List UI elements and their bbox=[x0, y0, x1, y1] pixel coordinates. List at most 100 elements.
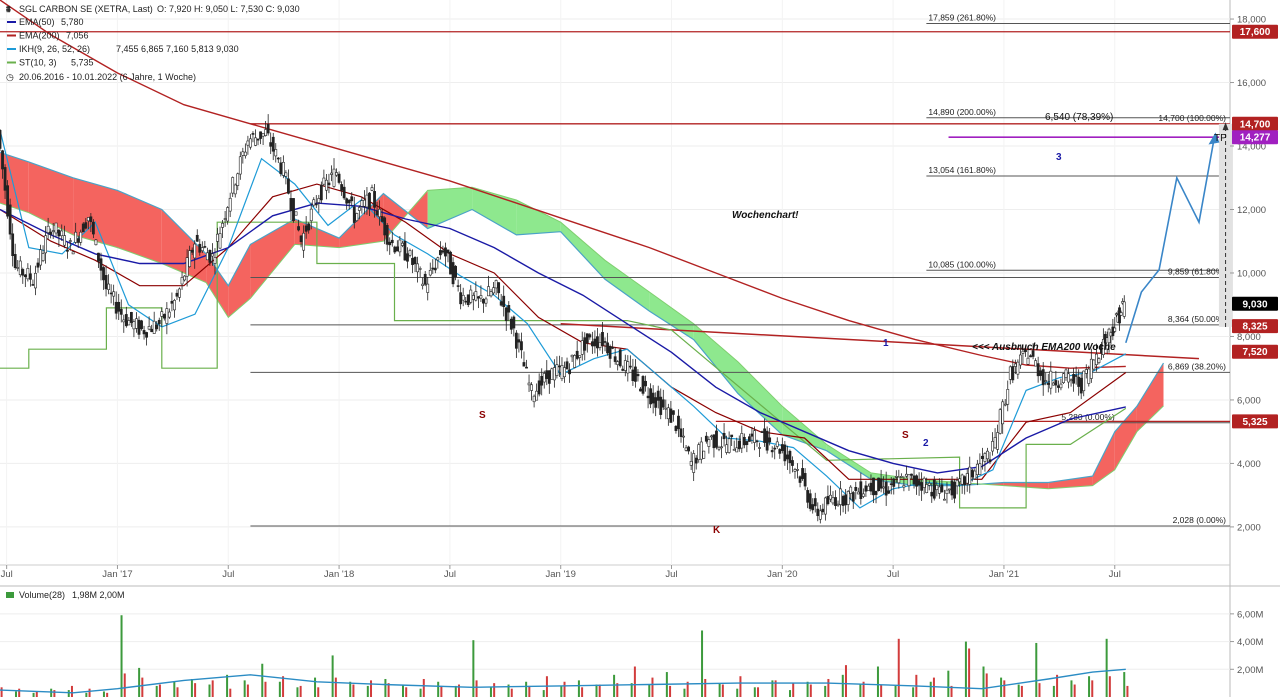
legend: ⩩ SGL CARBON SE (XETRA, Last) O: 7,920 H… bbox=[6, 4, 300, 82]
candle-body bbox=[1013, 363, 1017, 367]
ema50-line bbox=[0, 202, 1126, 474]
candle-body bbox=[626, 361, 630, 374]
candle-body bbox=[887, 490, 891, 494]
volume-bar bbox=[525, 681, 528, 697]
volume-bar bbox=[489, 687, 492, 697]
candle-body bbox=[932, 479, 936, 499]
volume-bar bbox=[264, 681, 267, 697]
candle-body bbox=[517, 339, 521, 343]
candle-body bbox=[603, 341, 607, 343]
volume-bar bbox=[789, 690, 792, 697]
candle-body bbox=[147, 326, 151, 330]
candle-body bbox=[86, 217, 90, 222]
y-tick-label: 2,000 bbox=[1237, 522, 1261, 533]
candle-body bbox=[907, 474, 911, 487]
candle-body bbox=[948, 488, 951, 491]
volume-bar bbox=[897, 638, 900, 697]
candle-body bbox=[978, 463, 982, 475]
candle-body bbox=[63, 235, 66, 246]
candle-body bbox=[474, 291, 478, 301]
candle-body bbox=[97, 252, 100, 262]
candle-body bbox=[385, 225, 389, 245]
candle-body bbox=[1034, 360, 1038, 367]
volume-bar bbox=[208, 684, 211, 697]
candle-body bbox=[456, 285, 460, 287]
volume-bar bbox=[401, 684, 404, 697]
candle-body bbox=[770, 450, 774, 453]
candle-body bbox=[707, 439, 711, 447]
candle-body bbox=[925, 484, 929, 494]
volume-bar bbox=[246, 684, 249, 697]
volume-bar bbox=[1123, 672, 1126, 697]
candle-body bbox=[644, 380, 647, 387]
candle-body bbox=[449, 251, 452, 275]
date-range: 20.06.2016 - 10.01.2022 (6 Jahre, 1 Woch… bbox=[19, 72, 196, 82]
candle-body bbox=[152, 320, 156, 334]
candle-body bbox=[355, 213, 359, 221]
candle-body bbox=[337, 173, 341, 183]
candle-body bbox=[593, 338, 597, 347]
cloud-segment bbox=[605, 260, 650, 312]
candle-body bbox=[0, 130, 2, 149]
candle-body bbox=[157, 319, 161, 325]
candle-body bbox=[598, 342, 602, 348]
candle-body bbox=[238, 156, 242, 175]
candle-body bbox=[446, 249, 450, 254]
candle-body bbox=[715, 430, 718, 448]
candle-body bbox=[1016, 361, 1020, 375]
y-tick-label: 10,000 bbox=[1237, 268, 1266, 279]
candle-body bbox=[398, 239, 402, 253]
volume-bar bbox=[968, 648, 971, 697]
volume-bar bbox=[422, 678, 425, 697]
candle-body bbox=[821, 508, 825, 513]
volume-bar bbox=[859, 684, 862, 697]
volume-bar bbox=[243, 680, 246, 697]
candle-body bbox=[943, 498, 946, 501]
price-tag-label: 9,030 bbox=[1242, 299, 1267, 310]
legend-item-value: 7,056 bbox=[66, 31, 89, 41]
candle-body bbox=[135, 318, 138, 329]
candle-body bbox=[902, 485, 906, 488]
candle-body bbox=[49, 231, 53, 235]
volume-bar bbox=[739, 676, 742, 697]
volume-bar bbox=[299, 685, 302, 697]
candle-body bbox=[327, 182, 331, 186]
candle-body bbox=[775, 441, 779, 447]
candle-body bbox=[28, 273, 32, 280]
fib-label: 13,054 (161.80%) bbox=[928, 165, 996, 175]
candle-body bbox=[796, 469, 799, 471]
candle-body bbox=[23, 274, 27, 278]
candle-body bbox=[687, 446, 691, 452]
volume-icon bbox=[6, 592, 14, 598]
volume-legend: Volume(28) 1,98M 2,00M bbox=[6, 590, 125, 600]
candle-body bbox=[34, 272, 37, 289]
volume-bar bbox=[510, 688, 513, 697]
cloud-segment bbox=[1114, 406, 1137, 470]
candle-body bbox=[803, 473, 807, 487]
volume-bar bbox=[841, 674, 844, 697]
cloud-segment bbox=[516, 200, 561, 235]
y-tick-label: 12,000 bbox=[1237, 205, 1266, 216]
candle-body bbox=[479, 295, 483, 299]
candle-body bbox=[241, 151, 245, 156]
candle-body bbox=[325, 179, 328, 191]
candle-body bbox=[266, 124, 270, 134]
volume-bar bbox=[753, 687, 756, 697]
candle-body bbox=[1113, 327, 1117, 332]
candle-body bbox=[846, 491, 850, 505]
candle-body bbox=[76, 238, 80, 243]
target-move-label: 6,540 (78,39%) bbox=[1045, 112, 1113, 123]
projection-arrow-head bbox=[1208, 132, 1220, 145]
candle-body bbox=[869, 482, 873, 492]
candle-body bbox=[218, 233, 222, 249]
candle-body bbox=[140, 320, 143, 330]
cloud-segment bbox=[28, 161, 74, 235]
candle-body bbox=[243, 151, 247, 157]
candle-body bbox=[1122, 301, 1126, 317]
volume-bar bbox=[190, 678, 193, 697]
candle-body bbox=[403, 241, 407, 261]
fib-label: 5,280 (0.00%) bbox=[1061, 412, 1115, 422]
candle-body bbox=[1029, 355, 1032, 358]
candle-body bbox=[859, 481, 863, 499]
candle-body bbox=[459, 292, 463, 305]
